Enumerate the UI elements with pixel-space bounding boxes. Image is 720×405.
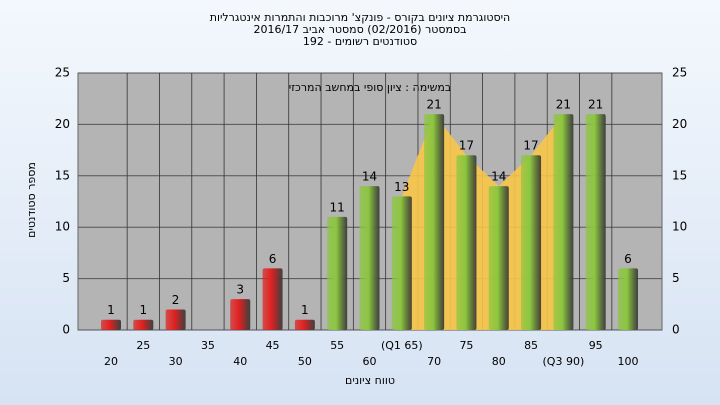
chart-subtitle: בסמסטר (02/2016) סמסטר אביב 2016/17 bbox=[253, 23, 466, 36]
value-label: 14 bbox=[362, 170, 377, 184]
value-label: 14 bbox=[491, 170, 506, 184]
y-tick-label: 10 bbox=[55, 220, 70, 234]
chart-title: היסטוגרמת ציונים בקורס - פונקצ' מרוכבות … bbox=[210, 11, 511, 24]
y2-tick-label: 0 bbox=[672, 323, 680, 337]
y2-tick-label: 15 bbox=[672, 168, 687, 182]
value-label: 1 bbox=[139, 303, 147, 317]
x-tick-label: 30 bbox=[169, 355, 183, 368]
value-label: 6 bbox=[269, 252, 277, 266]
x-axis-label: טווח ציונים bbox=[345, 374, 395, 387]
bar bbox=[294, 319, 315, 330]
value-label: 2 bbox=[172, 293, 180, 307]
y2-tick-label: 10 bbox=[672, 220, 687, 234]
y-axis-label: מספר סטודנטים bbox=[25, 162, 38, 238]
value-label: 1 bbox=[107, 303, 115, 317]
bar bbox=[230, 299, 251, 330]
value-label: 13 bbox=[394, 180, 409, 194]
bar bbox=[133, 319, 154, 330]
x-tick-label: 55 bbox=[330, 339, 344, 352]
x-tick-label: (Q3 90) bbox=[543, 355, 585, 368]
bar bbox=[456, 155, 477, 330]
bar bbox=[585, 114, 606, 331]
x-tick-label: 35 bbox=[201, 339, 215, 352]
bar bbox=[165, 309, 186, 330]
bar bbox=[262, 268, 283, 330]
value-label: 21 bbox=[426, 98, 441, 112]
x-tick-label: 25 bbox=[136, 339, 150, 352]
value-label: 21 bbox=[556, 98, 571, 112]
x-tick-label: 60 bbox=[363, 355, 377, 368]
bar bbox=[618, 268, 638, 330]
bar bbox=[424, 114, 445, 331]
bar bbox=[391, 196, 412, 330]
bar bbox=[488, 186, 509, 330]
x-tick-label: 95 bbox=[589, 339, 603, 352]
y-tick-label: 5 bbox=[62, 271, 70, 285]
value-label: 17 bbox=[459, 139, 474, 153]
value-label: 3 bbox=[236, 283, 244, 297]
x-tick-label: 85 bbox=[524, 339, 538, 352]
y-tick-label: 25 bbox=[55, 66, 70, 80]
value-label: 21 bbox=[588, 98, 603, 112]
x-tick-label: 20 bbox=[104, 355, 118, 368]
y-tick-label: 15 bbox=[55, 168, 70, 182]
chart-subtitle: סטודנטים רשומים - 192 bbox=[303, 35, 417, 48]
value-label: 1 bbox=[301, 303, 309, 317]
y-tick-label: 0 bbox=[62, 323, 70, 337]
bar bbox=[359, 186, 380, 330]
bar bbox=[327, 216, 348, 330]
y-tick-label: 20 bbox=[55, 117, 70, 131]
value-label: 17 bbox=[523, 139, 538, 153]
x-tick-label: 80 bbox=[492, 355, 506, 368]
x-tick-label: 50 bbox=[298, 355, 312, 368]
x-tick-label: 75 bbox=[459, 339, 473, 352]
value-label: 11 bbox=[330, 200, 345, 214]
x-tick-label: (Q1 65) bbox=[381, 339, 423, 352]
x-tick-label: 45 bbox=[266, 339, 280, 352]
bar bbox=[521, 155, 542, 330]
y2-tick-label: 25 bbox=[672, 66, 687, 80]
bar bbox=[101, 319, 121, 330]
y2-tick-label: 20 bbox=[672, 117, 687, 131]
y2-tick-label: 5 bbox=[672, 271, 680, 285]
bar bbox=[553, 114, 574, 331]
x-tick-label: 70 bbox=[427, 355, 441, 368]
x-tick-label: 40 bbox=[233, 355, 247, 368]
annotation: במשימה : ציון סופי במחשב המרכזי bbox=[289, 81, 452, 94]
x-tick-label: 100 bbox=[618, 355, 639, 368]
value-label: 6 bbox=[624, 252, 632, 266]
